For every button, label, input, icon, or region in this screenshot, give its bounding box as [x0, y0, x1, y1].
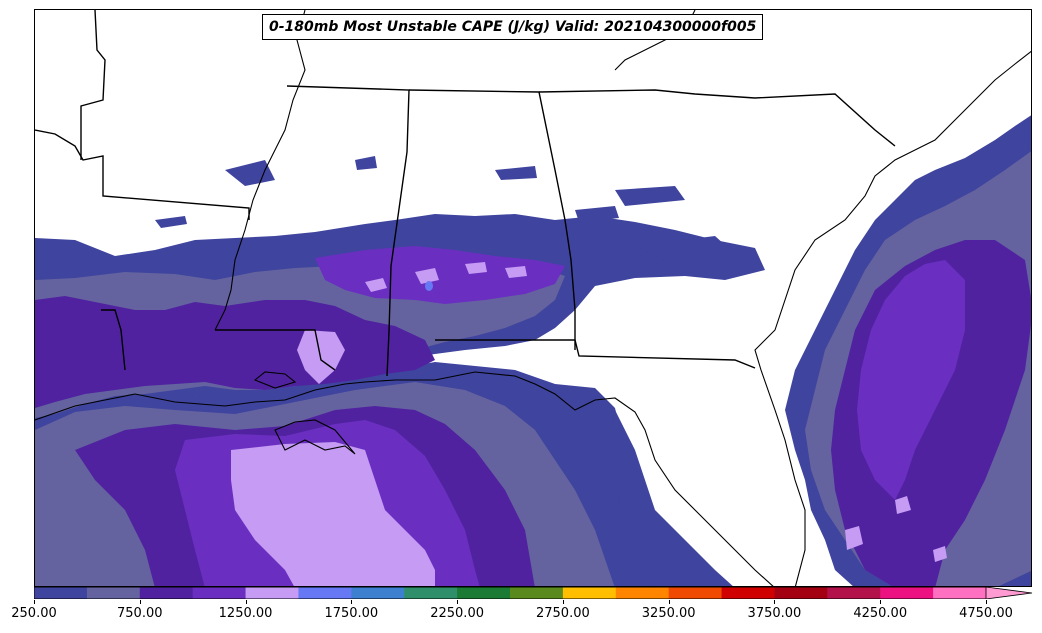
- colorbar-bin: [351, 587, 405, 599]
- colorbar-tick-mark: [139, 600, 141, 604]
- colorbar-tick-label: 2250.00: [430, 606, 484, 621]
- cape-1250-spots-north: [365, 262, 527, 292]
- colorbar-tick-label: 2750.00: [535, 606, 590, 621]
- state-boundaries: [35, 10, 896, 377]
- colorbar-tick-labels: 250.00 750.00 1250.00 1750.00 2250.00 2750.00…: [0, 600, 1042, 624]
- colorbar-bin: [457, 587, 511, 599]
- colorbar-tick-mark: [34, 600, 35, 604]
- colorbar-tick-mark: [986, 600, 987, 604]
- cape-1250-region-gulf: [231, 442, 435, 586]
- colorbar-bin: [774, 587, 828, 599]
- colorbar-tick-label: 4250.00: [853, 606, 908, 621]
- coastlines: [35, 10, 1031, 586]
- colorbar-tick-mark: [457, 600, 459, 604]
- colorbar-bin: [827, 587, 881, 599]
- cape-1000-region-atlantic: [857, 260, 965, 500]
- map-title: 0-180mb Most Unstable CAPE (J/kg) Valid:…: [262, 14, 764, 40]
- colorbar-bin: [139, 587, 194, 599]
- colorbar-tick-mark: [774, 600, 776, 604]
- colorbar-tick-label: 250.00: [11, 606, 57, 621]
- colorbar-bin: [721, 587, 775, 599]
- colorbar-bin: [668, 587, 723, 599]
- colorbar: [34, 587, 1033, 599]
- colorbar-bin: [404, 587, 458, 599]
- colorbar-bin: [880, 587, 934, 599]
- cape-1500-spot: [425, 281, 433, 291]
- colorbar-bin: [510, 587, 564, 599]
- colorbar-tick-label: 1750.00: [324, 606, 379, 621]
- colorbar-tick-mark: [562, 600, 564, 604]
- colorbar-tick-label: 3750.00: [747, 606, 802, 621]
- cape-1250-spots-atlantic: [845, 496, 947, 562]
- colorbar-tick-mark: [880, 600, 882, 604]
- colorbar-bin: [86, 587, 141, 599]
- colorbar-bin: [615, 587, 670, 599]
- cape-map: [35, 10, 1031, 586]
- cape-750-region-west: [35, 296, 435, 408]
- colorbar-bin: [192, 587, 247, 599]
- colorbar-bin: [562, 587, 617, 599]
- colorbar-bin: [298, 587, 352, 599]
- colorbar-tick-mark: [245, 600, 247, 604]
- colorbar-bin: [245, 587, 299, 599]
- colorbar-tick-label: 4750.00: [959, 606, 1013, 621]
- colorbar-tick-label: 3250.00: [641, 606, 696, 621]
- colorbar-extend-arrow: [985, 587, 1033, 599]
- cape-250-scatter-north: [155, 156, 735, 266]
- colorbar-bin: [34, 587, 88, 599]
- colorbar-tick-label: 750.00: [117, 606, 163, 621]
- colorbar-tick-mark: [351, 600, 353, 604]
- cape-250-region-florida: [611, 410, 733, 586]
- colorbar-tick-mark: [668, 600, 670, 604]
- colorbar-tick-label: 1250.00: [218, 606, 273, 621]
- map-panel: [34, 9, 1032, 587]
- colorbar-bin: [933, 587, 987, 599]
